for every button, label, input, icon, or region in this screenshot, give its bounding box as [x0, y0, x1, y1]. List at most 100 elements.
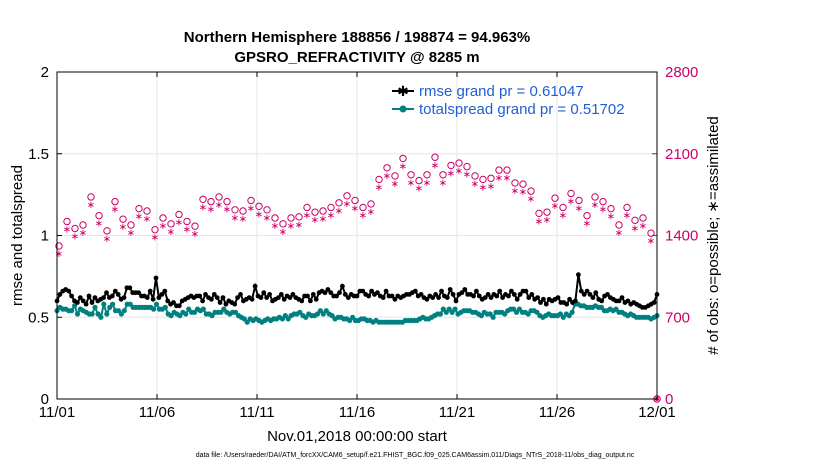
data-point-rmse	[447, 287, 453, 292]
data-point-rmse	[599, 298, 605, 304]
data-point-rmse	[342, 292, 348, 297]
data-point-spread	[320, 311, 326, 317]
obs-possible-point	[143, 207, 151, 215]
data-point-rmse	[278, 292, 284, 297]
obs-possible-point	[423, 171, 431, 179]
data-point-rmse	[328, 290, 334, 296]
data-point-rmse	[345, 295, 351, 300]
data-point-rmse	[340, 283, 345, 289]
obs-possible-point	[631, 216, 639, 225]
data-point-rmse	[538, 300, 543, 305]
data-point-spread	[162, 304, 168, 310]
obs-possible-point	[343, 192, 351, 200]
obs-assimilated-point: ∗	[631, 223, 639, 234]
data-point-rmse	[535, 295, 540, 300]
footnote: data file: /Users/raeder/DAI/ATM_forcXX/…	[196, 452, 635, 459]
obs-assimilated-point: ∗	[639, 221, 647, 232]
y2-axis-label: # of obs: o=possible; ∗=assimilated	[705, 116, 722, 355]
data-point-rmse	[605, 292, 610, 297]
obs-possible-point	[543, 208, 551, 216]
obs-possible-point	[559, 203, 567, 212]
x-axis-label: Nov.01,2018 00:00:00 start	[267, 428, 448, 445]
obs-assimilated-point: ∗	[615, 228, 623, 239]
data-point-rmse	[220, 295, 226, 300]
data-point-spread	[104, 311, 110, 317]
data-point-rmse	[264, 295, 270, 300]
data-point-rmse	[412, 288, 418, 294]
data-point-spread	[200, 306, 206, 312]
data-point-rmse	[238, 292, 243, 297]
obs-assimilated-point: ∗	[191, 229, 199, 240]
series-totalspread	[54, 300, 660, 325]
data-point-rmse	[80, 298, 86, 304]
data-point-rmse	[418, 292, 424, 297]
data-point-spread	[569, 309, 575, 315]
data-point-spread	[168, 313, 174, 319]
data-point-spread	[490, 314, 496, 320]
obs-assimilated-point: ∗	[511, 186, 519, 197]
obs-possible-point	[527, 187, 535, 195]
obs-assimilated-point: ∗	[567, 196, 575, 207]
data-point-rmse	[392, 296, 398, 302]
obs-assimilated-point: ∗	[359, 210, 367, 221]
obs-possible-point	[503, 166, 511, 174]
obs-possible-point	[319, 207, 327, 215]
obs-assimilated-point: ∗	[335, 206, 343, 217]
data-point-rmse	[334, 293, 339, 299]
data-point-spread	[98, 314, 104, 320]
data-point-rmse	[576, 272, 581, 278]
obs-assimilated-point: ∗	[407, 178, 415, 189]
obs-assimilated-point: ∗	[431, 160, 439, 171]
obs-possible-point	[239, 207, 247, 215]
obs-possible-point	[623, 203, 631, 212]
data-point-rmse	[147, 288, 153, 294]
obs-assimilated-point: ∗	[327, 210, 335, 221]
obs-assimilated-point: ∗	[287, 221, 295, 232]
data-point-rmse	[267, 292, 272, 297]
obs-possible-point	[95, 211, 103, 220]
obs-assimilated-point: ∗	[495, 173, 503, 184]
obs-possible-point	[615, 221, 623, 229]
obs-possible-point	[431, 153, 439, 161]
data-point-rmse	[211, 292, 217, 297]
obs-possible-point	[215, 193, 223, 201]
data-point-rmse	[92, 295, 98, 300]
obs-assimilated-point: ∗	[87, 200, 95, 211]
obs-possible-point	[351, 196, 359, 205]
obs-assimilated-point: ∗	[399, 161, 407, 172]
data-point-spread	[110, 301, 116, 307]
obs-assimilated-point: ∗	[159, 221, 167, 232]
data-point-rmse	[322, 290, 328, 296]
obs-possible-point	[263, 206, 271, 214]
data-point-rmse	[354, 293, 360, 299]
data-point-rmse	[75, 300, 80, 305]
obs-possible-point	[471, 172, 479, 180]
obs-assimilated-point: ∗	[439, 178, 447, 189]
y-axis-label: rmse and totalspread	[9, 165, 26, 306]
data-point-rmse	[369, 288, 374, 294]
data-point-rmse	[69, 293, 74, 299]
data-point-rmse	[529, 292, 535, 297]
obs-assimilated-point: ∗	[303, 210, 311, 221]
data-point-rmse	[171, 300, 176, 305]
obs-possible-point	[367, 200, 375, 208]
data-point-rmse	[261, 290, 267, 296]
legend-rmse-label: rmse grand pr = 0.61047	[419, 83, 584, 100]
obs-assimilated-point: ∗	[375, 182, 383, 193]
data-point-spread	[72, 303, 78, 309]
data-point-rmse	[313, 296, 319, 302]
data-point-rmse	[616, 298, 622, 304]
obs-assimilated-point: ∗	[423, 178, 431, 189]
data-point-rmse	[109, 293, 115, 299]
data-point-spread	[452, 306, 458, 312]
data-point-rmse	[526, 295, 532, 300]
data-point-rmse	[590, 295, 596, 300]
x-tick-label: 11/16	[339, 404, 375, 421]
data-point-rmse	[223, 301, 229, 307]
obs-assimilated-point: ∗	[455, 166, 463, 177]
obs-possible-point	[407, 171, 415, 179]
obs-assimilated-point: ∗	[487, 181, 495, 192]
obs-possible-point	[159, 214, 167, 222]
obs-possible-point	[607, 204, 615, 213]
data-point-rmse	[389, 293, 395, 299]
